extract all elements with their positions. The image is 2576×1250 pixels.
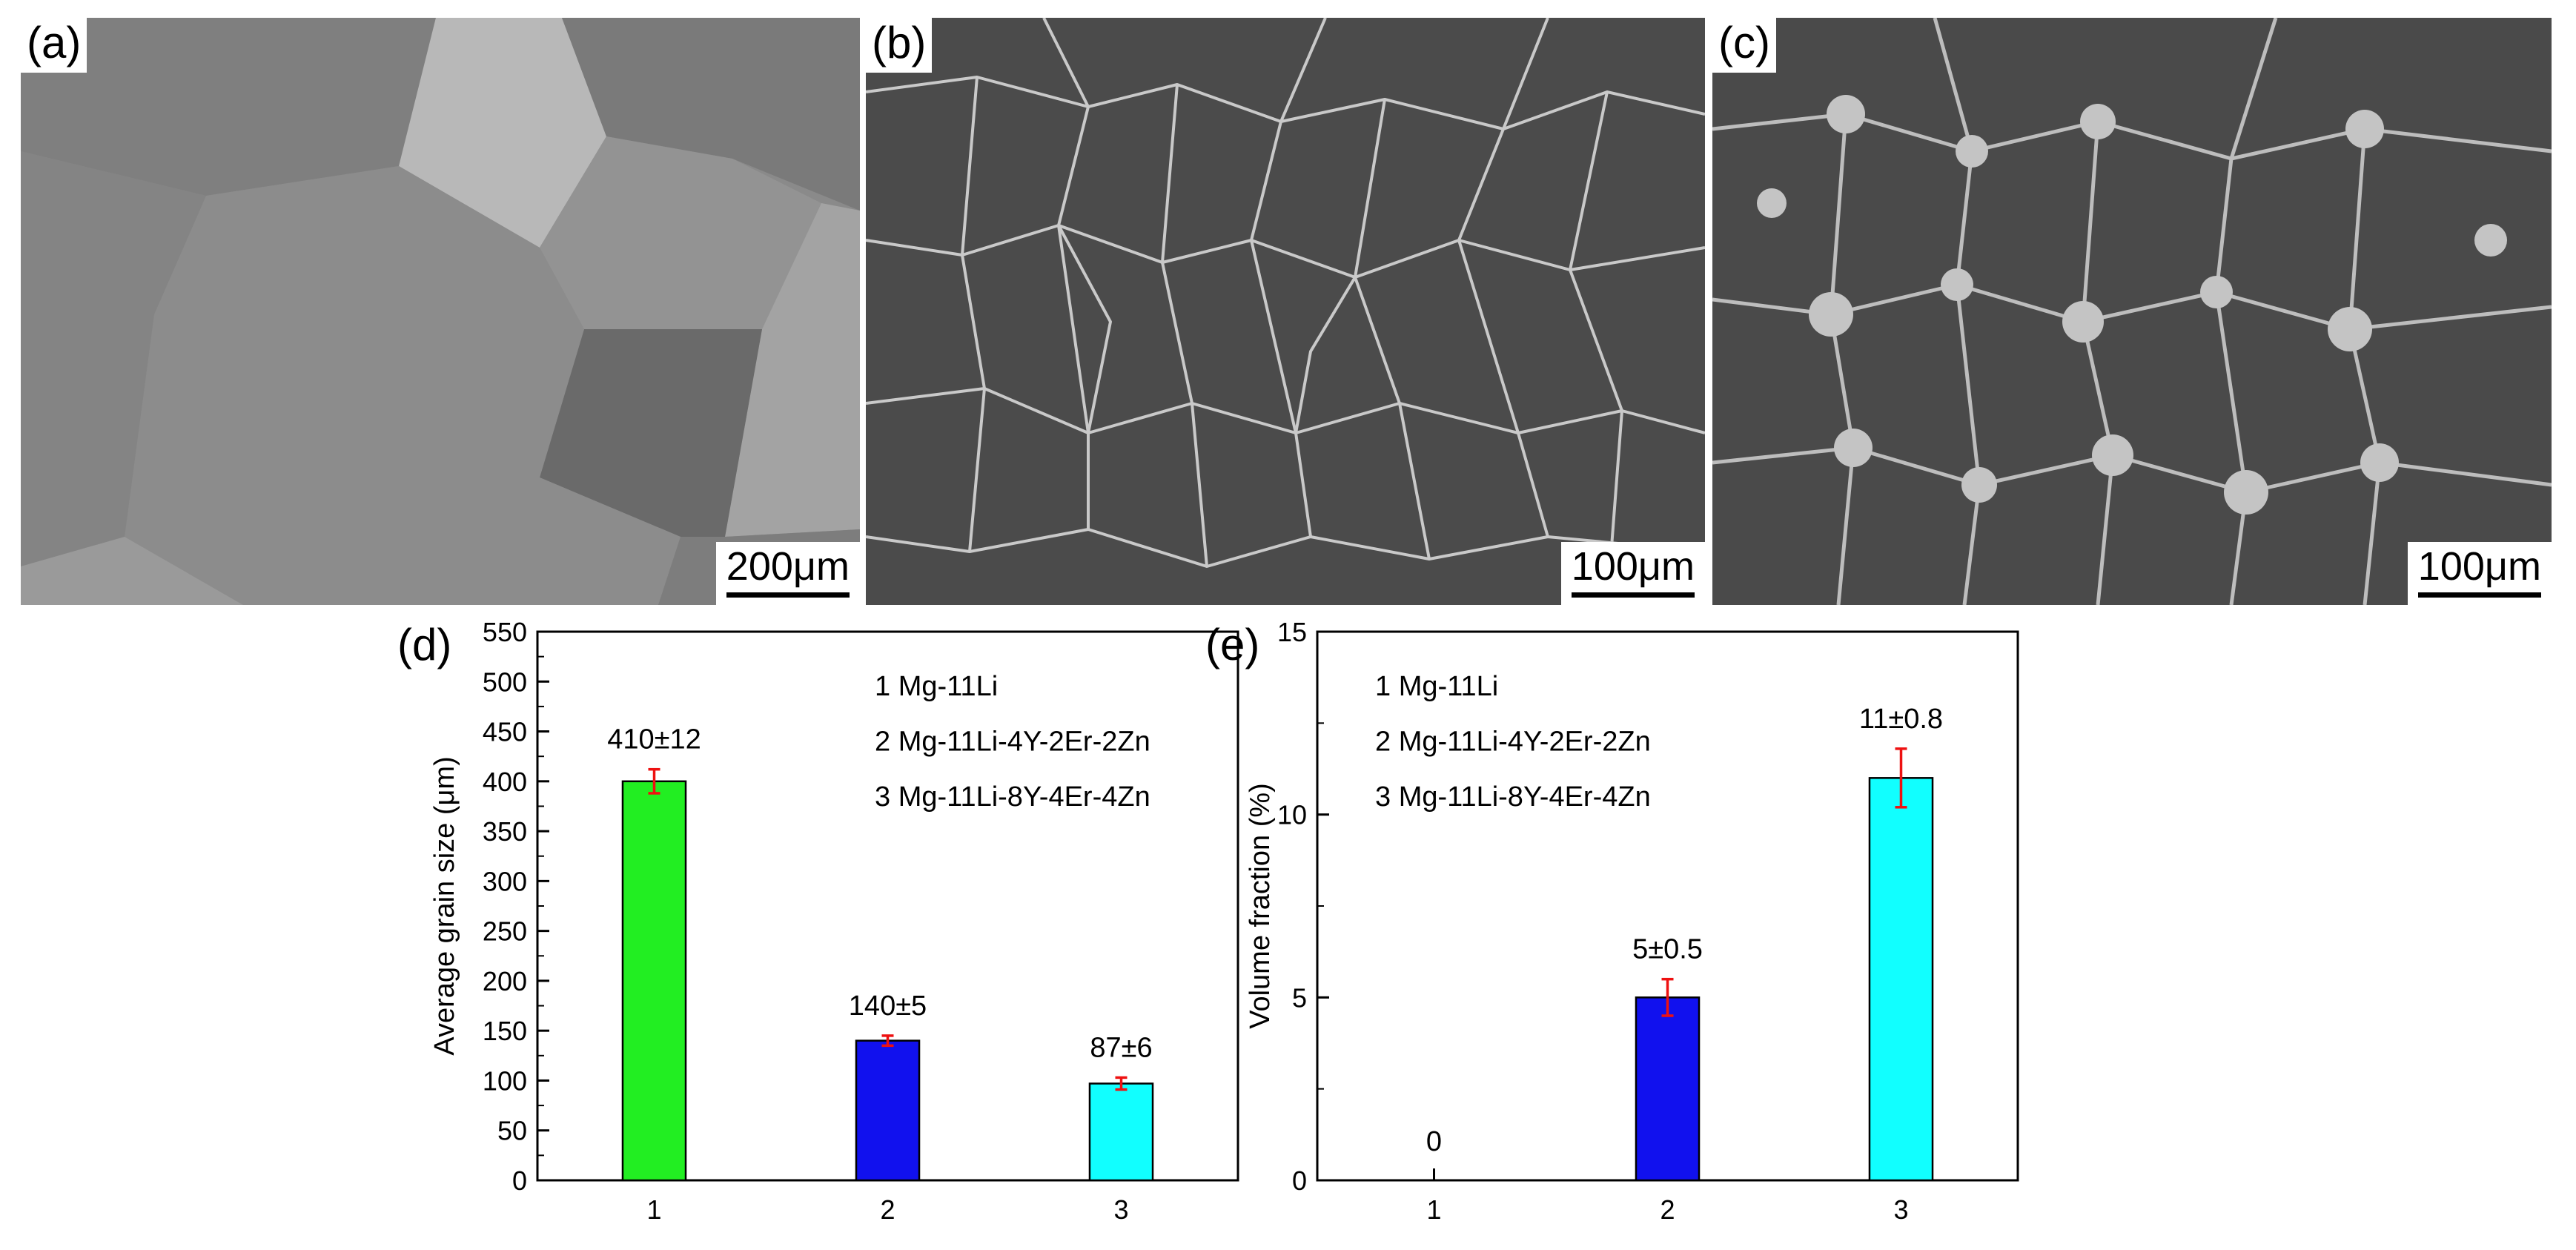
y-tick-label-d: 350 [483, 816, 527, 847]
y-tick-label-d: 150 [483, 1016, 527, 1046]
x-tick-label-d: 1 [646, 1194, 661, 1225]
scale-bar-c: 100μm [2407, 542, 2552, 605]
panel-label-d: (d) [397, 620, 452, 669]
error-bar-d-3 [1115, 1076, 1128, 1091]
y-tick-label-d: 550 [483, 617, 527, 647]
panel-label-b: (b) [866, 18, 933, 73]
x-tick-label-d: 3 [1113, 1194, 1128, 1225]
error-bar-d-2 [881, 1034, 894, 1048]
scale-label-a: 200μm [726, 544, 850, 589]
scale-line-c [2417, 592, 2541, 598]
y-tick-label-d: 400 [483, 767, 527, 797]
y-tick-label-d: 100 [483, 1065, 527, 1096]
legend-entry-d-1: 1 Mg-11Li [875, 671, 998, 702]
micrograph-c: (c) 100μm [1712, 18, 2552, 605]
y-tick-label-d: 200 [483, 966, 527, 996]
y-tick-label-d: 450 [483, 717, 527, 747]
y-tick-label-d: 300 [483, 866, 527, 896]
bar-d-2 [855, 1039, 921, 1182]
panel-label-e: (e) [1205, 620, 1260, 669]
y-tick-label-d: 0 [512, 1165, 527, 1196]
scale-line-a [726, 592, 850, 598]
scale-bar-a: 200μm [715, 542, 860, 605]
grain-structure-a [21, 18, 860, 605]
panel-label-a: (a) [21, 18, 87, 73]
scale-line-b [1571, 592, 1695, 598]
y-tick-label-d: 250 [483, 916, 527, 947]
scale-label-b: 100μm [1571, 544, 1695, 589]
y-tick-label-d: 50 [497, 1116, 527, 1146]
micrograph-a: (a) 200μm [21, 18, 860, 605]
value-label-d-1: 410±12 [607, 724, 701, 755]
y-axis-title-d: Average grain size (μm) [429, 756, 460, 1055]
x-tick-label-d: 2 [880, 1194, 895, 1225]
y-tick-label-d: 500 [483, 667, 527, 697]
scale-label-c: 100μm [2417, 544, 2541, 589]
panel-label-c: (c) [1712, 18, 1776, 73]
bar-d-3 [1088, 1082, 1154, 1182]
legend-entry-d-2: 2 Mg-11Li-4Y-2Er-2Zn [875, 726, 1150, 757]
error-bar-d-1 [648, 767, 660, 795]
legend-entry-d-3: 3 Mg-11Li-8Y-4Er-4Zn [875, 781, 1150, 813]
micrograph-b: (b) 100μm [866, 18, 1705, 605]
eutectic-structure-c [1712, 18, 2552, 605]
value-label-d-3: 87±6 [1090, 1032, 1152, 1063]
value-label-d-2: 140±5 [849, 991, 927, 1022]
scale-bar-b: 100μm [1560, 542, 1705, 605]
grain-network-b [866, 18, 1705, 605]
bar-d-1 [621, 780, 687, 1182]
